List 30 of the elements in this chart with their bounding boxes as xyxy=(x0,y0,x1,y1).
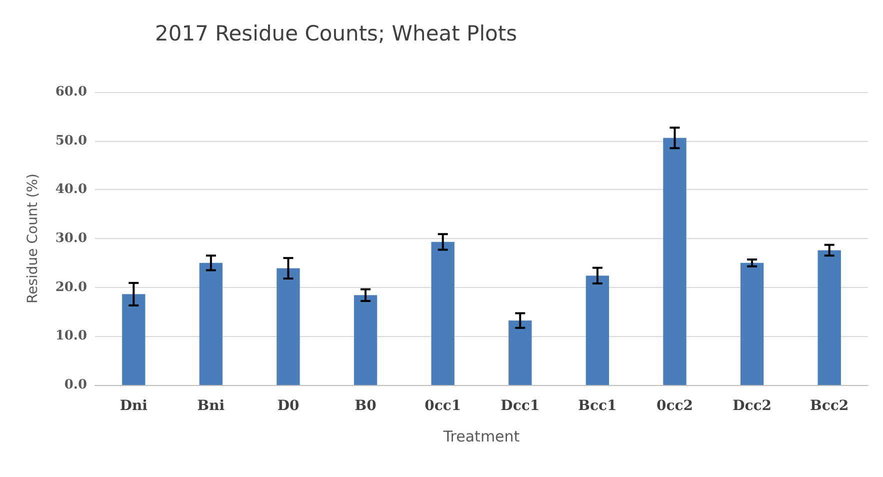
y-tick-label: 60.0 xyxy=(55,84,87,100)
y-tick-label: 0.0 xyxy=(64,378,87,392)
chart-title: 2017 Residue Counts; Wheat Plots xyxy=(155,22,518,46)
bar xyxy=(122,294,146,385)
y-tick-label: 40.0 xyxy=(55,182,87,198)
y-axis-title: Residue Count (%) xyxy=(25,174,41,304)
bar xyxy=(663,138,686,385)
x-tick-label: Dcc2 xyxy=(732,398,772,414)
bar xyxy=(740,262,764,385)
y-tick-label: 50.0 xyxy=(55,133,87,148)
x-tick-label: Bni xyxy=(197,398,225,414)
x-tick-label: Dni xyxy=(120,398,148,414)
bar xyxy=(276,268,300,385)
y-tick-label: 10.0 xyxy=(55,328,87,344)
bar xyxy=(508,320,532,385)
x-tick-label: B0 xyxy=(354,398,377,414)
bar xyxy=(199,262,223,385)
y-tick-label: 20.0 xyxy=(55,280,87,295)
x-tick-label: Bcc2 xyxy=(810,398,849,414)
x-tick-label: 0cc2 xyxy=(656,398,694,414)
bar xyxy=(586,276,610,385)
bar xyxy=(431,242,454,385)
y-tick-label: 30.0 xyxy=(55,231,87,246)
bar xyxy=(354,295,378,385)
x-tick-label: D0 xyxy=(277,398,300,414)
x-tick-label: Dcc1 xyxy=(500,398,540,414)
x-tick-label: Bcc1 xyxy=(578,398,617,414)
bar xyxy=(818,250,841,385)
x-tick-label: 0cc1 xyxy=(424,398,462,414)
x-axis-title: Treatment xyxy=(442,428,520,446)
